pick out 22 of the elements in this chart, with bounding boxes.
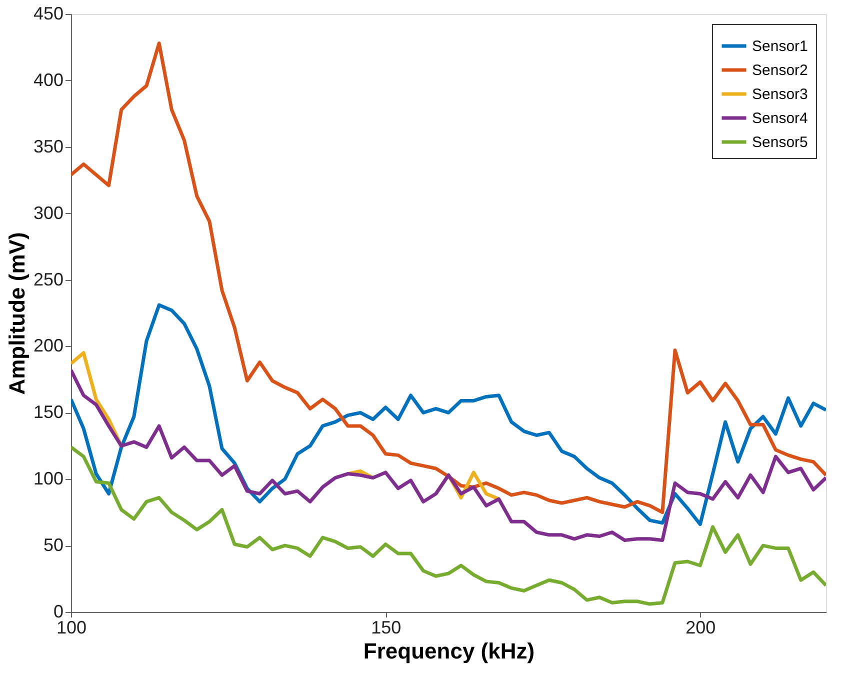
legend-label: Sensor3 [752,86,808,103]
legend-label: Sensor4 [752,110,808,127]
x-tick-label: 150 [371,618,402,638]
y-axis-title: Amplitude (mV) [4,232,30,395]
y-tick-label: 350 [33,136,64,156]
legend-label: Sensor5 [752,134,808,151]
y-tick-label: 150 [33,402,64,422]
y-tick-label: 250 [33,269,64,290]
y-tick-label: 300 [33,202,64,223]
line-series [71,41,826,514]
y-tick-label: 450 [33,4,64,24]
line-series [71,303,826,526]
y-tick-label: 200 [33,336,64,356]
x-axis-title: Frequency (kHz) [363,638,535,664]
x-tick-label: 200 [686,618,716,638]
legend-label: Sensor2 [752,62,808,79]
line-series [71,368,826,542]
y-tick-label: 100 [33,468,64,489]
legend-label: Sensor1 [752,38,808,55]
y-tick-label: 400 [33,70,64,90]
y-tick-label: 50 [43,535,64,556]
line-series [71,445,826,606]
